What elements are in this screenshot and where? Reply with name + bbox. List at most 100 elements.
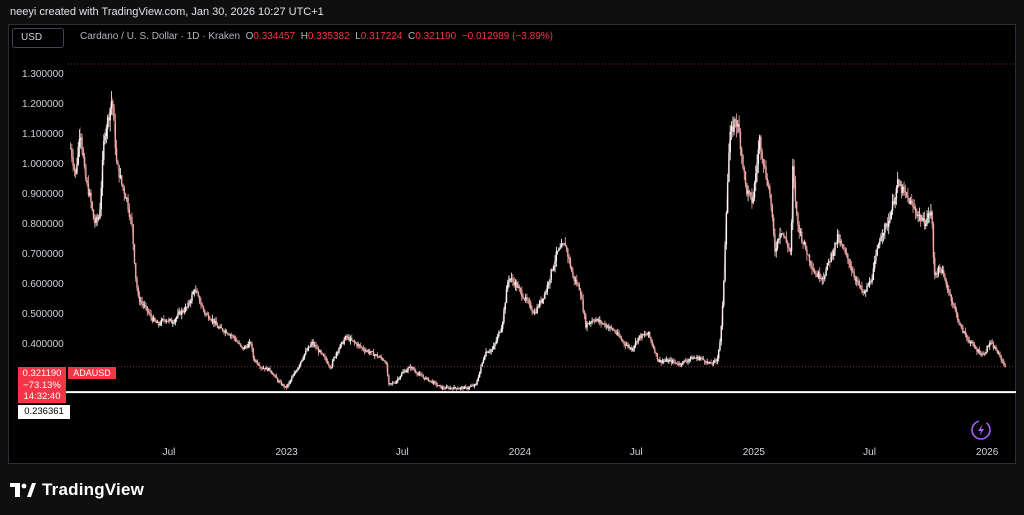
candle-body <box>710 362 712 364</box>
candle-body <box>329 365 331 368</box>
legend-low-key: L <box>355 31 361 42</box>
candle-body <box>412 367 414 370</box>
candle-body <box>340 342 343 345</box>
candle-body <box>847 254 849 259</box>
candle-body <box>118 164 120 178</box>
candle-body <box>596 319 598 320</box>
candle-body <box>168 319 170 322</box>
header-credit: neeyi created with TradingView.com, Jan … <box>10 6 324 18</box>
candle-body <box>879 241 881 245</box>
candle-body <box>940 268 942 273</box>
candle-body <box>315 344 317 348</box>
candle-body <box>581 295 583 299</box>
candle-body <box>600 320 602 324</box>
candle-body <box>702 357 705 360</box>
candle-body <box>155 320 157 323</box>
candle-body <box>737 124 739 127</box>
candle-body <box>201 304 203 307</box>
candle-body <box>877 244 880 249</box>
candle-body <box>337 351 339 353</box>
candle-body <box>96 216 99 220</box>
candle-body <box>966 335 968 338</box>
candle-body <box>243 346 246 350</box>
candle-body <box>726 182 729 213</box>
candle-body <box>188 302 191 304</box>
candle-body <box>331 360 334 367</box>
candle-body <box>294 371 297 374</box>
candle-body <box>556 250 559 252</box>
candle-body <box>592 320 595 322</box>
candle-body <box>563 243 565 245</box>
candle-body <box>942 270 945 276</box>
candle-body <box>634 341 637 346</box>
candle-body <box>841 244 844 248</box>
candle-body <box>287 384 289 388</box>
candle-body <box>664 360 666 362</box>
candle-body <box>535 312 537 314</box>
candle-body <box>142 303 145 306</box>
candle-body <box>772 217 775 234</box>
candle-body <box>866 286 868 292</box>
candle-body <box>499 332 501 333</box>
legend-open-key: O <box>245 31 254 42</box>
candle-body <box>932 224 935 258</box>
tradingview-logo[interactable]: TradingView <box>10 478 144 502</box>
candle-body <box>399 376 402 379</box>
candle-body <box>995 347 997 351</box>
candle-body <box>85 166 87 181</box>
currency-button[interactable]: USD <box>12 28 64 48</box>
candle-body <box>918 215 921 216</box>
candle-body <box>606 325 609 329</box>
candle-body <box>728 152 730 183</box>
candle-body <box>393 382 395 384</box>
candle-body <box>863 291 866 293</box>
candle-body <box>721 305 724 326</box>
candle-body <box>651 340 653 346</box>
candle-body <box>444 388 446 390</box>
candle-body <box>276 378 279 382</box>
candle-body <box>546 284 549 292</box>
candle-body <box>701 357 703 359</box>
candle-body <box>386 364 389 376</box>
candle-body <box>576 280 578 285</box>
candle-body <box>755 173 757 184</box>
candle-body <box>539 300 541 307</box>
candle-body <box>551 269 554 271</box>
candle-body <box>844 248 846 253</box>
candle-body <box>898 179 900 186</box>
candle-body <box>179 311 182 315</box>
candle-body <box>325 357 327 361</box>
candle-body <box>461 387 463 388</box>
candle-body <box>322 353 325 357</box>
lightning-replay-icon[interactable] <box>970 419 992 441</box>
legend: Cardano / U. S. Dollar · 1D · Kraken O0.… <box>80 31 553 42</box>
candle-body <box>776 240 779 249</box>
candle-body <box>198 295 201 303</box>
candle-body <box>769 185 771 195</box>
candle-body <box>536 306 538 314</box>
candle-body <box>343 339 345 344</box>
x-axis: Jul 2023 Jul 2024 Jul 2025 Jul 2026 <box>163 447 999 458</box>
candle-body <box>554 261 556 267</box>
candle-body <box>825 269 827 276</box>
candle-body <box>395 380 398 384</box>
candle-body <box>939 266 941 269</box>
candle-body <box>132 224 134 245</box>
candle-body <box>504 303 506 310</box>
candle-body <box>732 126 734 132</box>
candle-body <box>279 381 281 383</box>
candle-body <box>565 246 568 249</box>
candle-body <box>375 354 377 356</box>
candle-body <box>496 336 499 341</box>
candle-body <box>1001 360 1004 362</box>
candle-body <box>216 324 219 329</box>
candle-body <box>601 323 604 325</box>
y-tick-label: 1.100000 <box>22 129 64 140</box>
candle-body <box>237 341 239 344</box>
candle-body <box>517 286 519 288</box>
candle-body <box>840 240 843 245</box>
candle-body <box>963 331 965 333</box>
candle-body <box>902 186 904 193</box>
candle-body <box>803 242 806 244</box>
